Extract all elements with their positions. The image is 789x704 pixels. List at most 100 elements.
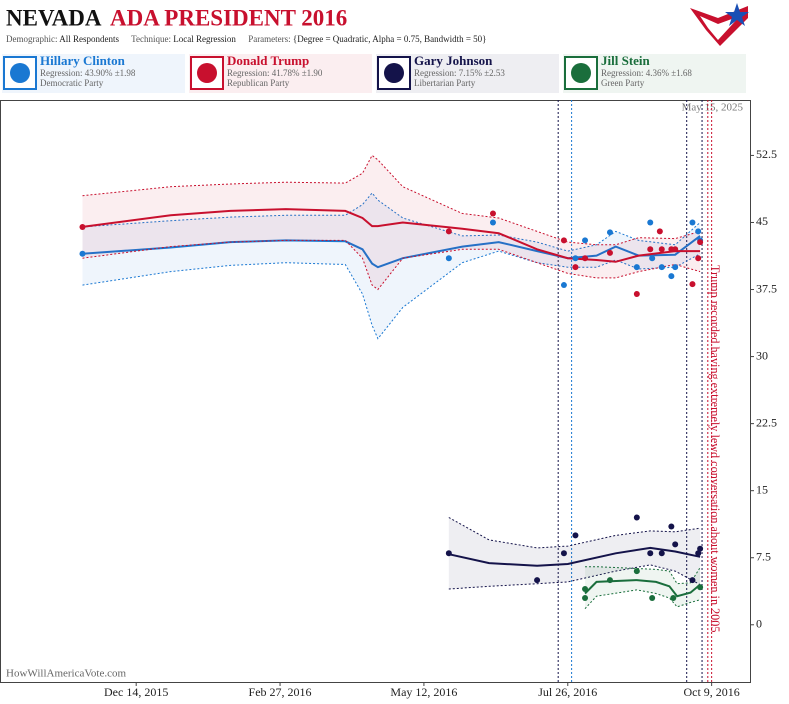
poll-point — [572, 532, 579, 539]
regression-line — [448, 546, 701, 567]
poll-point — [445, 550, 452, 557]
poll-point — [489, 219, 496, 226]
poll-point — [582, 586, 589, 593]
y-tick-label: 0 — [756, 617, 762, 631]
poll-point — [606, 577, 613, 584]
poll-point — [668, 523, 675, 530]
poll-point — [489, 210, 496, 217]
legend-party: Libertarian Party — [414, 78, 476, 88]
y-tick-label: 37.5 — [756, 281, 777, 295]
y-tick-label: 52.5 — [756, 147, 777, 161]
legend-party: Republican Party — [227, 78, 290, 88]
poll-point — [672, 541, 679, 548]
poll-point — [658, 246, 665, 253]
poll-point — [633, 514, 640, 521]
poll-point — [445, 255, 452, 262]
poll-point — [572, 264, 579, 271]
poll-point — [656, 228, 663, 235]
legend-party: Green Party — [601, 78, 645, 88]
legend-regression: Regression: 4.36% ±1.68 — [601, 68, 692, 78]
poll-point — [695, 228, 702, 235]
poll-point — [672, 246, 679, 253]
band-edge — [585, 566, 701, 585]
y-tick-label: 7.5 — [756, 549, 771, 563]
poll-point — [649, 594, 656, 601]
plot-frame — [0, 100, 751, 683]
poll-point — [606, 229, 613, 236]
band-edge — [82, 192, 701, 252]
poll-point — [560, 237, 567, 244]
regression-line — [82, 235, 701, 269]
param-value: {Degree = Quadratic, Alpha = 0.75, Bandw… — [293, 34, 487, 44]
band-edge — [82, 154, 701, 246]
y-tick-label: 45 — [756, 214, 768, 228]
poll-point — [582, 255, 589, 262]
poll-point — [647, 550, 654, 557]
x-tick-label: Jul 26, 2016 — [538, 685, 597, 699]
param-value: All Respondents — [59, 34, 119, 44]
legend-name: Jill Stein — [601, 53, 651, 68]
poll-point — [649, 255, 656, 262]
poll-point — [79, 223, 86, 230]
poll-point — [647, 246, 654, 253]
legend-party: Democratic Party — [40, 78, 104, 88]
event-annotation: Trump recorded having extremely lewd con… — [708, 265, 722, 632]
poll-point — [582, 594, 589, 601]
parameters: Demographic: All Respondents Technique: … — [6, 34, 487, 44]
x-tick-label: Feb 27, 2016 — [249, 685, 312, 699]
poll-point — [689, 577, 696, 584]
poll-point — [560, 282, 567, 289]
poll-point — [697, 584, 704, 591]
confidence-band — [82, 192, 701, 339]
poll-point — [445, 228, 452, 235]
logo — [690, 3, 749, 46]
poll-point — [658, 550, 665, 557]
legend-name: Hillary Clinton — [40, 53, 126, 68]
legend-icon-mark — [197, 63, 217, 83]
poll-point — [695, 255, 702, 262]
poll-point — [647, 219, 654, 226]
poll-point — [668, 273, 675, 280]
poll-point — [697, 545, 704, 552]
poll-point — [633, 291, 640, 297]
poll-point — [697, 239, 704, 246]
poll-point — [633, 264, 640, 271]
legend-name: Gary Johnson — [414, 53, 493, 68]
x-tick-label: May 12, 2016 — [390, 685, 457, 699]
regression-line — [82, 208, 701, 263]
poll-point — [560, 550, 567, 557]
poll-point — [534, 577, 541, 584]
title-state: NEVADA — [6, 5, 102, 30]
poll-point — [572, 255, 579, 262]
poll-point — [606, 249, 613, 256]
legend-regression: Regression: 41.78% ±1.90 — [227, 68, 323, 78]
param-label: Parameters: — [248, 34, 290, 44]
legend-regression: Regression: 7.15% ±2.53 — [414, 68, 505, 78]
x-tick-label: Oct 9, 2016 — [683, 685, 739, 699]
poll-point — [658, 264, 665, 271]
legend-regression: Regression: 43.90% ±1.98 — [40, 68, 136, 78]
poll-point — [672, 264, 679, 271]
confidence-band — [448, 517, 701, 590]
legend-name: Donald Trump — [227, 53, 309, 68]
poll-point — [582, 237, 589, 244]
band-edge — [584, 589, 701, 610]
poll-point — [689, 219, 696, 226]
band-edge — [448, 564, 701, 590]
legend-icon-mark — [571, 63, 591, 83]
poll-point — [689, 281, 696, 288]
legend-icon-mark — [384, 63, 404, 83]
chart-title: ADA PRESIDENT 2016 — [110, 5, 347, 30]
poll-point — [670, 594, 677, 601]
watermark: HowWillAmericaVote.com — [6, 668, 126, 680]
param-value: Local Regression — [173, 34, 236, 44]
date-stamp: May 15, 2025 — [682, 102, 744, 114]
poll-point — [633, 568, 640, 575]
y-tick-label: 15 — [756, 482, 768, 496]
confidence-band — [82, 155, 701, 290]
param-label: Demographic: — [6, 34, 57, 44]
y-tick-label: 22.5 — [756, 415, 777, 429]
param-label: Technique: — [131, 34, 171, 44]
